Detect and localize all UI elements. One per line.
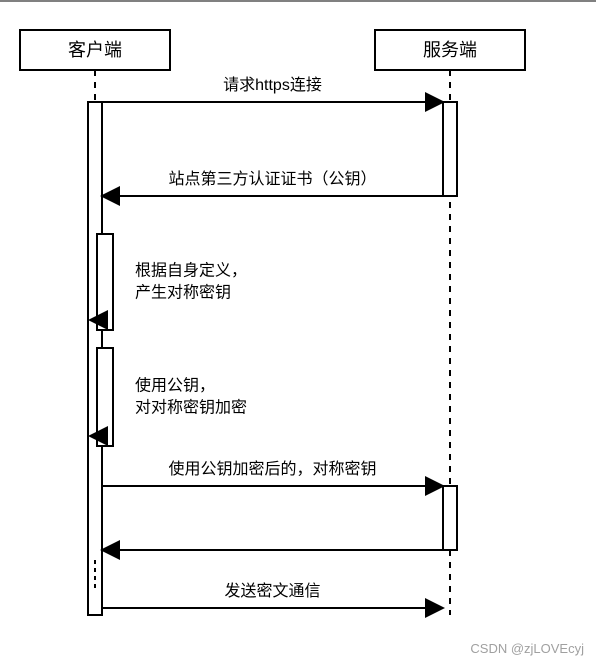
self-activation-label-1-0: 使用公钥， xyxy=(135,377,215,395)
activation-server-0 xyxy=(443,102,457,196)
message-label-0: 请求https连接 xyxy=(223,76,322,94)
participant-label-client: 客户端 xyxy=(68,40,122,60)
self-activation-0 xyxy=(97,234,113,330)
self-activation-1 xyxy=(97,348,113,446)
message-label-4: 发送密文通信 xyxy=(224,582,320,600)
watermark: CSDN @zjLOVEcyj xyxy=(470,641,584,656)
message-label-1: 站点第三方认证证书（公钥） xyxy=(168,170,376,188)
activation-server-1 xyxy=(443,486,457,550)
sequence-diagram: 客户端 服务端根据自身定义， 产生对称密钥使用公钥， 对对称密钥加密 请求https连接… xyxy=(0,0,596,665)
participant-label-server: 服务端 xyxy=(423,40,477,60)
self-activation-label-0-1: 产生对称密钥 xyxy=(135,284,231,302)
self-activation-label-1-1: 对对称密钥加密 xyxy=(135,399,247,417)
self-activation-label-0-0: 根据自身定义， xyxy=(135,262,247,280)
message-label-2: 使用公钥加密后的，对称密钥 xyxy=(168,460,376,478)
